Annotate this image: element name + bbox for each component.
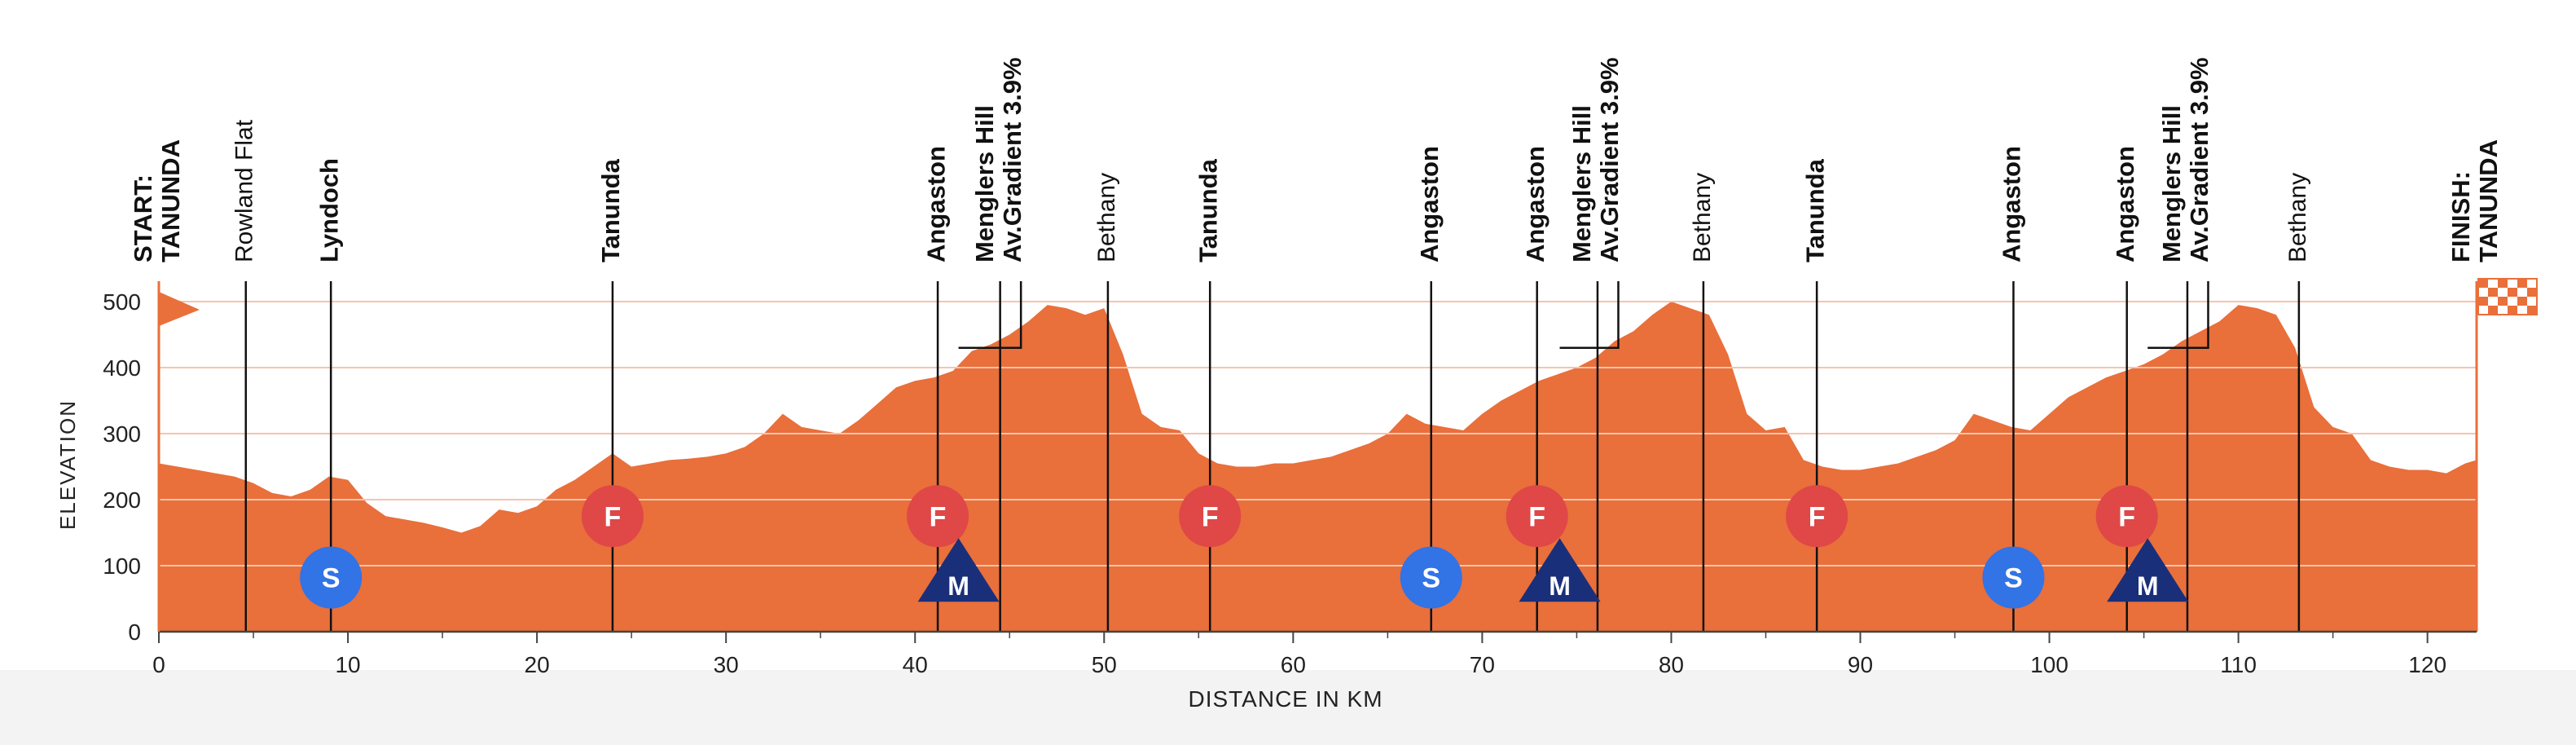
- waypoint-label-line2: Av.Gradient 3.9%: [998, 57, 1026, 262]
- sprint-marker: [1400, 546, 1462, 609]
- flag-square: [2478, 297, 2488, 306]
- waypoint-label: FINISH:: [2446, 171, 2475, 262]
- waypoint-label: Rowland Flat: [231, 119, 258, 262]
- x-tick-label: 40: [903, 652, 928, 677]
- axis-layer: 0 10 20 30 40 50 60 70 80 90 100 110 120 0 100 200 300 40…: [103, 278, 2538, 677]
- x-tick-label: 120: [2408, 652, 2446, 677]
- flag-square: [2517, 297, 2527, 306]
- waypoint-label: Menglers Hill: [1567, 105, 1596, 262]
- x-tick-label: 10: [335, 652, 360, 677]
- x-tick-label: 100: [2030, 652, 2068, 677]
- x-tick-label: 20: [525, 652, 550, 677]
- flag-square: [2527, 288, 2537, 297]
- waypoint-label-line2: TANUNDA: [2474, 139, 2503, 262]
- elevation-area: [159, 302, 2477, 632]
- x-tick-label: 30: [714, 652, 739, 677]
- waypoint-label: Tanunda: [596, 158, 625, 262]
- flag-square: [2508, 288, 2517, 297]
- flag-square: [2508, 306, 2517, 315]
- marker-letter: M: [2137, 571, 2159, 601]
- feed-zone-marker: [2095, 485, 2158, 548]
- sprint-marker: [1982, 546, 2045, 609]
- x-tick-label: 0: [152, 652, 165, 677]
- area-layer: [159, 302, 2477, 632]
- kom-marker: [917, 538, 1000, 602]
- waypoint-label-line2: TANUNDA: [156, 139, 185, 262]
- kom-marker: [2107, 538, 2189, 602]
- start-pennant-icon: [159, 292, 200, 326]
- flag-square: [2488, 306, 2498, 315]
- x-axis-title: DISTANCE IN KM: [1188, 686, 1383, 712]
- waypoint-label: Tanunda: [1800, 158, 1829, 262]
- waypoint-label: Menglers Hill: [2157, 105, 2186, 262]
- feed-zone-marker: [1179, 485, 1242, 548]
- waypoint-label: Lyndoch: [314, 158, 343, 262]
- y-axis-title: ELEVATION: [55, 399, 80, 530]
- flag-square: [2517, 279, 2527, 288]
- flag-square: [2527, 306, 2537, 315]
- waypoint-label: Menglers Hill: [970, 105, 999, 262]
- feed-zone-marker: [1786, 485, 1848, 548]
- x-tick-label: 50: [1092, 652, 1117, 677]
- waypoint-label-line2: Av.Gradient 3.9%: [1595, 57, 1624, 262]
- x-tick-label: 80: [1659, 652, 1684, 677]
- marker-letter: S: [322, 563, 341, 594]
- y-tick-label: 400: [103, 355, 141, 381]
- kom-connector: [958, 281, 1022, 349]
- waypoint-label: START:: [129, 174, 157, 262]
- flag-square: [2488, 288, 2498, 297]
- waypoint-label: Bethany: [2284, 173, 2311, 262]
- marker-letter: F: [2118, 501, 2135, 532]
- waypoint-label: Angaston: [921, 146, 950, 262]
- marker-letter: S: [1422, 563, 1440, 594]
- checkered-flag-icon: [2477, 278, 2538, 315]
- marker-letter: S: [2004, 563, 2023, 594]
- x-tick-label: 110: [2220, 652, 2257, 677]
- kom-connector: [1559, 281, 1620, 349]
- kom-marker: [1519, 538, 1601, 602]
- waypoint-label: Angaston: [1415, 146, 1444, 262]
- y-tick-label: 300: [103, 421, 141, 447]
- x-tick-label: 60: [1281, 652, 1306, 677]
- y-tick-label: 200: [103, 487, 141, 513]
- feed-zone-marker: [1506, 485, 1568, 548]
- waypoint-label: Angaston: [1521, 146, 1550, 262]
- y-tick-label: 500: [103, 289, 141, 315]
- waypoint-label: Angaston: [1998, 146, 2026, 262]
- kom-connector: [2147, 281, 2209, 349]
- marker-letter: F: [604, 501, 622, 532]
- flag-square: [2498, 279, 2508, 288]
- waypoint-label: Tanunda: [1193, 158, 1222, 262]
- marker-letter: F: [1809, 501, 1826, 532]
- y-tick-label: 100: [103, 553, 141, 579]
- waypoint-label: Angaston: [2111, 146, 2139, 262]
- waypoint-layer: START: TANUNDA Rowland Flat Lyndoch Tanunda A…: [129, 57, 2503, 632]
- marker-letter: M: [1549, 571, 1571, 601]
- flag-square: [2498, 297, 2508, 306]
- marker-letter: M: [947, 571, 969, 601]
- marker-letter: F: [930, 501, 947, 532]
- gridlines-over-area: [159, 301, 2477, 566]
- footer-band: [0, 670, 2576, 745]
- marker-letter: F: [1528, 501, 1545, 532]
- marker-letter: F: [1202, 501, 1219, 532]
- waypoint-label: Bethany: [1093, 173, 1120, 262]
- feed-zone-marker: [581, 485, 644, 548]
- x-tick-label: 90: [1848, 652, 1873, 677]
- sprint-marker: [300, 546, 363, 609]
- x-tick-label: 70: [1470, 652, 1495, 677]
- y-tick-label: 0: [128, 619, 141, 645]
- marker-layer: S S S F F F F F F M M M: [300, 485, 2189, 609]
- waypoint-label: Bethany: [1689, 173, 1716, 262]
- flag-square: [2478, 279, 2488, 288]
- waypoint-label-line2: Av.Gradient 3.9%: [2185, 57, 2213, 262]
- feed-zone-marker: [907, 485, 969, 548]
